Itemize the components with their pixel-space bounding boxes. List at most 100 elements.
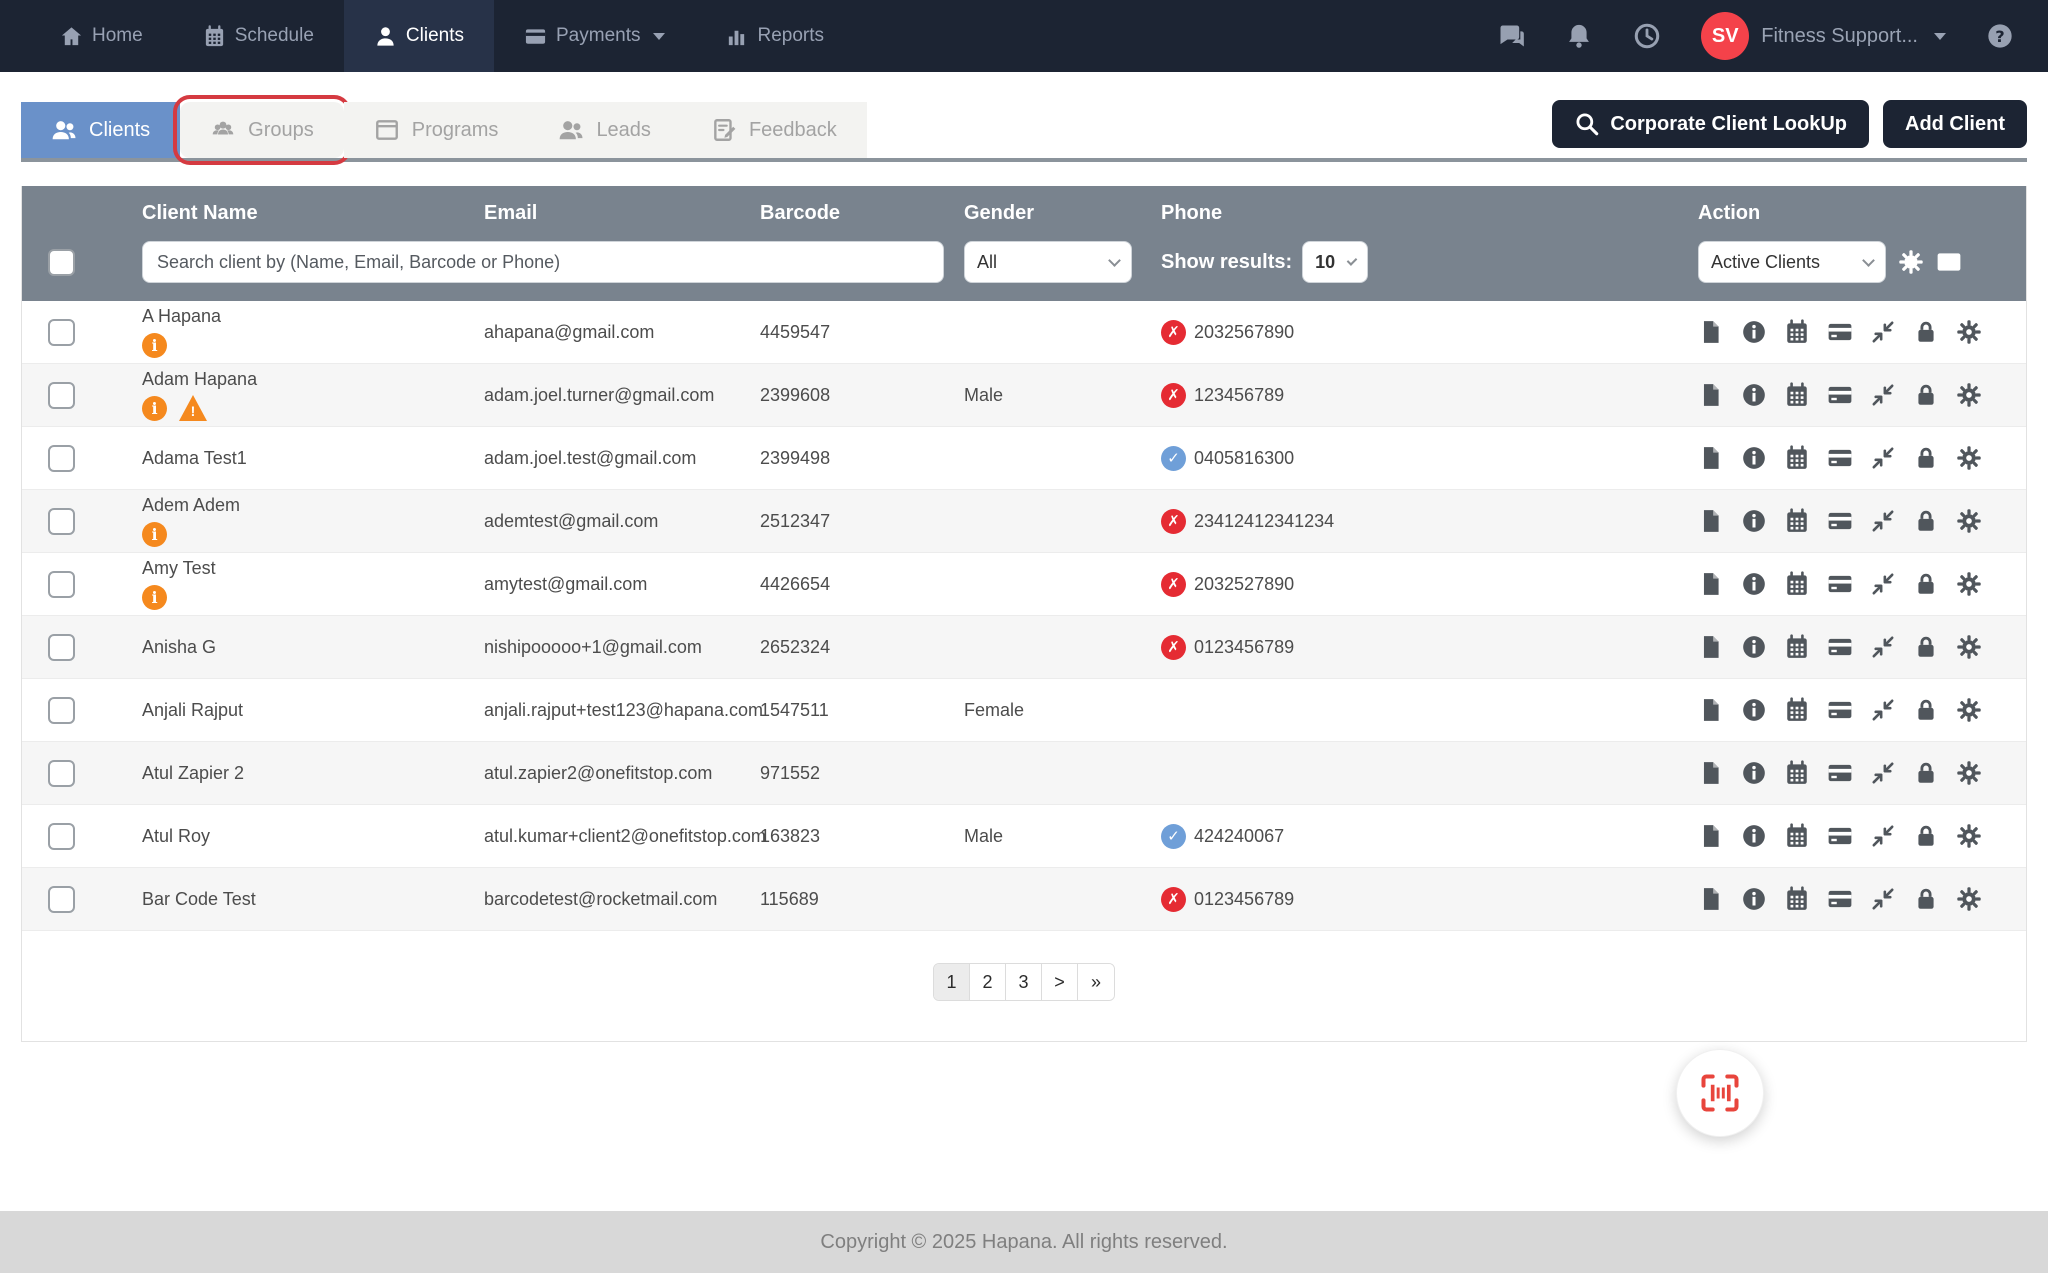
credit-card-icon[interactable] xyxy=(1827,760,1853,786)
tab-feedback[interactable]: Feedback xyxy=(680,102,867,158)
credit-card-icon[interactable] xyxy=(1827,445,1853,471)
show-results-select[interactable]: 10 xyxy=(1302,241,1369,283)
client-name[interactable]: Atul Zapier 2 xyxy=(142,762,245,783)
compress-icon[interactable] xyxy=(1870,571,1896,597)
client-name[interactable]: Anisha G xyxy=(142,636,217,657)
row-checkbox[interactable] xyxy=(48,633,75,661)
info-icon[interactable]: i xyxy=(142,395,167,421)
row-checkbox[interactable] xyxy=(48,381,75,409)
credit-card-icon[interactable] xyxy=(1827,886,1853,912)
tab-clients[interactable]: Clients xyxy=(21,102,181,158)
client-name[interactable]: Bar Code Test xyxy=(142,888,256,909)
compress-icon[interactable] xyxy=(1870,508,1896,534)
row-checkbox[interactable] xyxy=(48,507,75,535)
lock-icon[interactable] xyxy=(1913,571,1939,597)
gear-icon[interactable] xyxy=(1956,445,1982,471)
info-icon[interactable]: i xyxy=(142,521,167,547)
clock-icon[interactable] xyxy=(1633,22,1661,50)
file-icon[interactable] xyxy=(1698,823,1724,849)
compress-icon[interactable] xyxy=(1870,634,1896,660)
info-circle-icon[interactable] xyxy=(1741,508,1767,534)
lock-icon[interactable] xyxy=(1913,634,1939,660)
gear-icon[interactable] xyxy=(1956,319,1982,345)
info-circle-icon[interactable] xyxy=(1741,634,1767,660)
row-checkbox[interactable] xyxy=(48,318,75,346)
lock-icon[interactable] xyxy=(1913,319,1939,345)
chat-icon[interactable] xyxy=(1497,22,1525,50)
gear-icon[interactable] xyxy=(1956,697,1982,723)
row-checkbox[interactable] xyxy=(48,759,75,787)
credit-card-icon[interactable] xyxy=(1827,508,1853,534)
nav-item-clients[interactable]: Clients xyxy=(343,0,494,72)
row-checkbox[interactable] xyxy=(48,885,75,913)
page-button-2[interactable]: 2 xyxy=(970,964,1006,1000)
client-name[interactable]: Adam Hapana xyxy=(142,369,258,389)
client-name[interactable]: A Hapana xyxy=(142,306,222,326)
gear-icon[interactable] xyxy=(1956,508,1982,534)
lock-icon[interactable] xyxy=(1913,445,1939,471)
file-icon[interactable] xyxy=(1698,634,1724,660)
tab-groups[interactable]: Groups xyxy=(173,95,351,165)
info-circle-icon[interactable] xyxy=(1741,760,1767,786)
page-button-»[interactable]: » xyxy=(1078,964,1114,1000)
client-status-select[interactable]: Active Clients xyxy=(1698,241,1886,283)
calendar-icon[interactable] xyxy=(1784,319,1810,345)
row-checkbox[interactable] xyxy=(48,444,75,472)
client-name[interactable]: Anjali Rajput xyxy=(142,699,244,720)
page-button-3[interactable]: 3 xyxy=(1006,964,1042,1000)
info-circle-icon[interactable] xyxy=(1741,697,1767,723)
compress-icon[interactable] xyxy=(1870,319,1896,345)
page-button-1[interactable]: 1 xyxy=(934,964,970,1000)
calendar-icon[interactable] xyxy=(1784,634,1810,660)
compress-icon[interactable] xyxy=(1870,886,1896,912)
compress-icon[interactable] xyxy=(1870,760,1896,786)
compress-icon[interactable] xyxy=(1870,382,1896,408)
lock-icon[interactable] xyxy=(1913,760,1939,786)
client-name[interactable]: Adama Test1 xyxy=(142,447,247,468)
credit-card-icon[interactable] xyxy=(1827,634,1853,660)
calendar-icon[interactable] xyxy=(1784,445,1810,471)
lock-icon[interactable] xyxy=(1913,823,1939,849)
file-icon[interactable] xyxy=(1698,319,1724,345)
calendar-icon[interactable] xyxy=(1784,571,1810,597)
file-icon[interactable] xyxy=(1698,760,1724,786)
lock-icon[interactable] xyxy=(1913,697,1939,723)
gender-filter-select[interactable]: All xyxy=(964,241,1132,283)
row-checkbox[interactable] xyxy=(48,570,75,598)
gear-icon[interactable] xyxy=(1956,571,1982,597)
info-icon[interactable]: i xyxy=(142,332,167,358)
calendar-icon[interactable] xyxy=(1784,697,1810,723)
file-icon[interactable] xyxy=(1698,697,1724,723)
lock-icon[interactable] xyxy=(1913,382,1939,408)
info-circle-icon[interactable] xyxy=(1741,445,1767,471)
calendar-icon[interactable] xyxy=(1784,508,1810,534)
calendar-icon[interactable] xyxy=(1784,886,1810,912)
warning-icon[interactable]: ! xyxy=(179,395,207,421)
calendar-icon[interactable] xyxy=(1784,760,1810,786)
file-icon[interactable] xyxy=(1698,382,1724,408)
page-button->[interactable]: > xyxy=(1042,964,1078,1000)
help-icon[interactable]: ? xyxy=(1986,22,2014,50)
credit-card-icon[interactable] xyxy=(1827,823,1853,849)
gear-icon[interactable] xyxy=(1956,886,1982,912)
credit-card-icon[interactable] xyxy=(1827,697,1853,723)
credit-card-icon[interactable] xyxy=(1827,382,1853,408)
calendar-icon[interactable] xyxy=(1784,823,1810,849)
info-circle-icon[interactable] xyxy=(1741,571,1767,597)
barcode-scanner-button[interactable] xyxy=(1676,1049,1764,1137)
user-menu[interactable]: SV Fitness Support... xyxy=(1701,12,1946,60)
credit-card-icon[interactable] xyxy=(1827,571,1853,597)
info-circle-icon[interactable] xyxy=(1741,886,1767,912)
nav-item-reports[interactable]: Reports xyxy=(695,0,854,72)
info-circle-icon[interactable] xyxy=(1741,319,1767,345)
search-input[interactable] xyxy=(142,241,944,283)
tab-leads[interactable]: Leads xyxy=(528,102,681,158)
file-icon[interactable] xyxy=(1698,508,1724,534)
client-name[interactable]: Amy Test xyxy=(142,558,216,578)
lock-icon[interactable] xyxy=(1913,886,1939,912)
gear-icon[interactable] xyxy=(1898,249,1924,275)
compress-icon[interactable] xyxy=(1870,823,1896,849)
row-checkbox[interactable] xyxy=(48,696,75,724)
info-icon[interactable]: i xyxy=(142,584,167,610)
envelope-icon[interactable] xyxy=(1936,249,1962,275)
